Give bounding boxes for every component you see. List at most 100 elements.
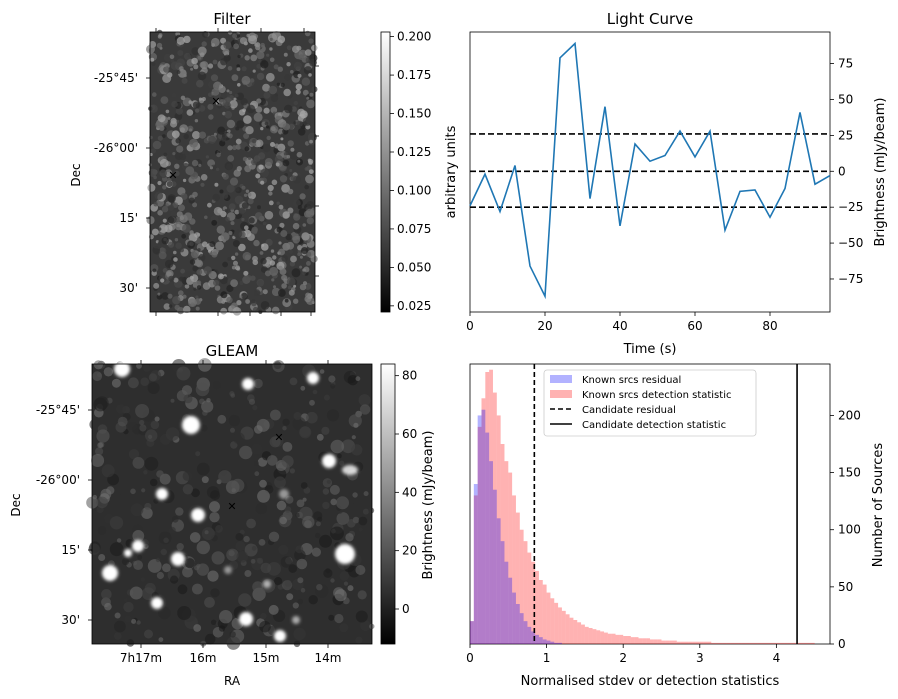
filter-speckle-dot — [243, 270, 249, 276]
gleam-texture-dot — [282, 426, 287, 431]
filter-speckle-dot — [286, 154, 291, 159]
filter-speckle-dot — [244, 225, 249, 230]
filter-speckle-dot — [188, 298, 197, 307]
gleam-texture-dot — [189, 532, 201, 543]
filter-speckle-dot — [226, 89, 230, 93]
gleam-texture-dot — [309, 399, 315, 406]
histogram-bar — [512, 495, 516, 644]
filter-speckle-dot — [246, 33, 250, 38]
gleam-source — [335, 544, 355, 564]
gleam-texture-dot — [359, 404, 371, 415]
gleam-texture-dot — [170, 575, 179, 584]
gleam-ra-tick: 14m — [315, 651, 342, 665]
filter-speckle-dot — [286, 241, 295, 250]
filter-speckle-dot — [171, 100, 178, 108]
filter-speckle-dot — [291, 106, 297, 112]
light-curve-ytick-label: −75 — [838, 272, 863, 286]
histogram-bar — [607, 633, 612, 644]
filter-speckle-dot — [269, 57, 275, 63]
filter-speckle-dot — [232, 33, 238, 39]
filter-colorbar-bar — [380, 31, 391, 313]
gleam-texture-dot — [339, 571, 350, 581]
gleam-colorbar-bar — [380, 363, 396, 645]
gleam-texture-dot — [165, 427, 180, 441]
gleam-source — [124, 549, 132, 557]
colorbar-tick-label: 0.200 — [397, 30, 431, 44]
gleam-texture-dot — [236, 551, 249, 563]
light-curve-xtick-label: 80 — [762, 319, 777, 333]
gleam-texture-dot — [246, 518, 256, 529]
gleam-texture-dot — [256, 557, 264, 564]
filter-speckle-dot — [305, 174, 314, 184]
gleam-texture-dot — [127, 377, 139, 389]
filter-speckle-dot — [288, 289, 295, 296]
filter-speckle-dot — [278, 128, 284, 135]
gleam-texture-dot — [116, 404, 126, 414]
histogram-bar — [538, 637, 543, 644]
filter-speckle-dot — [247, 192, 252, 197]
filter-speckle-dot — [222, 192, 229, 199]
filter-speckle-dot — [196, 269, 203, 275]
gleam-texture-dot — [349, 503, 355, 509]
light-curve-ytick-label: 75 — [838, 57, 853, 71]
gleam-texture-dot — [339, 623, 349, 633]
histogram-bar — [523, 541, 528, 644]
gleam-source — [307, 372, 319, 384]
histogram-bar — [619, 634, 624, 644]
histogram-bar — [688, 641, 693, 644]
histogram-bar — [473, 484, 478, 644]
histogram-bar — [672, 640, 677, 644]
gleam-texture-dot — [147, 559, 162, 573]
filter-speckle-dot — [278, 204, 284, 210]
gleam-texture-dot — [251, 545, 257, 551]
filter-speckle-dot — [264, 210, 274, 220]
gleam-dec-tick: -26°00' — [36, 473, 80, 487]
filter-speckle-dot — [251, 138, 257, 144]
filter-speckle-dot — [268, 191, 273, 196]
filter-speckle-dot — [192, 101, 200, 109]
gleam-texture-dot — [299, 426, 311, 438]
gleam-texture-dot — [158, 637, 164, 642]
gleam-texture-dot — [334, 589, 347, 602]
gleam-texture-dot — [140, 577, 146, 582]
filter-speckle-dot — [174, 238, 179, 242]
filter-speckle-dot — [248, 35, 258, 45]
filter-speckle-dot — [157, 240, 163, 245]
filter-speckle-dot — [306, 96, 310, 100]
gleam-texture-dot — [209, 501, 220, 513]
filter-speckle-dot — [285, 233, 293, 241]
filter-speckle-dot — [166, 181, 173, 188]
colorbar-tick-label: 80 — [402, 369, 417, 383]
filter-speckle-dot — [299, 110, 308, 119]
filter-speckle-dot — [197, 71, 207, 81]
filter-speckle-dot — [183, 73, 187, 78]
gleam-texture-dot — [268, 531, 280, 542]
histogram-bar — [519, 529, 524, 644]
filter-speckle-dot — [302, 117, 312, 126]
gleam-texture-dot — [252, 405, 258, 411]
histogram-bar — [604, 632, 608, 644]
gleam-texture-dot — [268, 604, 279, 615]
histogram-bar — [546, 592, 551, 644]
filter-speckle-dot — [253, 239, 260, 247]
gleam-texture-dot — [231, 488, 236, 493]
gleam-texture-dot — [312, 389, 318, 395]
filter-speckle-dot — [146, 216, 155, 225]
filter-speckle-dot — [248, 217, 255, 224]
filter-speckle-dot — [159, 224, 168, 233]
gleam-texture-dot — [210, 588, 220, 598]
filter-speckle-dot — [150, 264, 159, 273]
filter-speckle-dot — [262, 144, 271, 153]
gleam-texture-dot — [235, 533, 244, 541]
filter-speckle-dot — [276, 201, 280, 205]
histogram-bar — [470, 621, 474, 644]
filter-speckle-dot — [178, 290, 184, 296]
filter-speckle-dot — [302, 271, 306, 276]
gleam-texture-dot — [201, 527, 215, 541]
filter-speckle-dot — [276, 226, 283, 233]
gleam-texture-dot — [114, 612, 121, 619]
filter-speckle-dot — [175, 107, 183, 115]
filter-speckle-dot — [200, 182, 205, 187]
filter-speckle-dot — [195, 306, 200, 311]
gleam-texture-dot — [286, 593, 294, 601]
